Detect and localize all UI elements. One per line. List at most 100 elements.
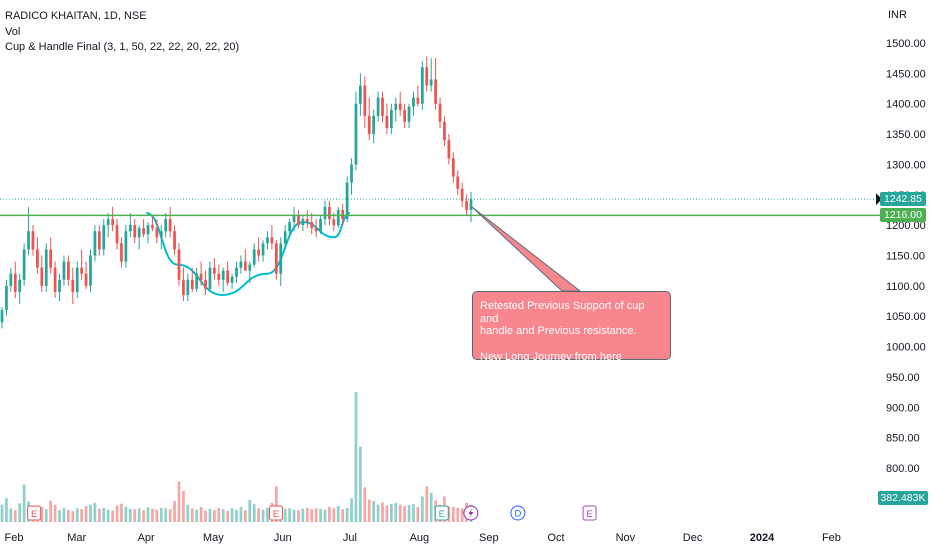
candle-body [97, 231, 101, 250]
candle-body [310, 222, 314, 229]
volume-bar [44, 509, 48, 522]
candle-body [93, 231, 97, 256]
event-marker-e[interactable]: E [269, 505, 284, 521]
volume-bar [239, 506, 243, 522]
volume-bar [416, 506, 420, 522]
callout-line-3: New Long Journey from here [480, 350, 622, 363]
volume-bar [376, 504, 380, 522]
volume-bar [301, 508, 305, 522]
y-tick-label: 1000.00 [886, 342, 926, 354]
candle-body [27, 231, 30, 250]
svg-text:E: E [586, 509, 592, 520]
volume-bar [261, 509, 265, 522]
volume-bar [208, 508, 212, 522]
candle-body [102, 225, 106, 250]
volume-bar [363, 487, 367, 522]
y-tick-label: 950.00 [886, 372, 920, 384]
svg-text:E: E [31, 509, 37, 520]
time-axis[interactable]: Feb Mar Apr May Jun Jul Aug Sep Oct Nov Dec 2024 Feb [5, 532, 841, 544]
price-axis[interactable]: 1500.001450.001400.001350.001300.001250.… [886, 38, 926, 475]
cup-path [145, 212, 351, 296]
candle-body [443, 121, 446, 141]
volume-bar [111, 510, 114, 522]
candle-body [319, 219, 322, 232]
indicator-legend[interactable]: Cup & Handle Final (3, 1, 50, 22, 22, 20… [5, 41, 240, 53]
candle-body [53, 267, 57, 292]
volume-legend[interactable]: Vol [5, 25, 21, 38]
candle-body [89, 255, 92, 286]
volume-bar [5, 498, 8, 522]
volume-bar [451, 506, 455, 522]
candle-body [208, 267, 212, 289]
candle-body [252, 249, 256, 265]
volume-bar [336, 506, 340, 522]
volume-bar [274, 486, 278, 522]
candle-body [261, 243, 265, 256]
volume-bar [367, 499, 371, 522]
y-tick-label: 1100.00 [886, 281, 925, 293]
candle-body [133, 225, 137, 238]
candle-body [420, 67, 424, 104]
last-price-tag: 1242.85 [880, 192, 926, 207]
candle-body [164, 219, 168, 232]
currency-label[interactable]: INR [888, 9, 907, 21]
volume-bar [128, 508, 132, 522]
volume-bar [182, 490, 185, 522]
y-tick-label: 1050.00 [886, 311, 926, 323]
candle-body [341, 209, 345, 220]
y-tick-label: 850.00 [886, 433, 920, 445]
event-marker-s[interactable] [463, 505, 479, 521]
candle-body [213, 267, 216, 274]
volume-bar [168, 509, 172, 522]
y-tick-label: 1300.00 [886, 159, 926, 171]
volume-bar [22, 484, 26, 522]
volume-bar [456, 507, 460, 522]
volume-tag: 382.483K [878, 491, 928, 505]
candle-body [62, 261, 66, 280]
candle-body [151, 225, 154, 229]
candle-body [412, 97, 415, 107]
candle-body [345, 182, 349, 220]
candle-body [385, 115, 389, 128]
candle-body [297, 216, 300, 226]
candle-body [168, 219, 172, 232]
volume-bar [372, 501, 376, 522]
event-marker-d[interactable]: D [510, 505, 526, 521]
volume-bar [217, 507, 221, 522]
candle-body [155, 228, 159, 238]
candle-body [248, 264, 252, 271]
x-tick-label: Nov [616, 532, 636, 544]
candle-body [381, 97, 384, 116]
volume-bar [62, 507, 66, 522]
candle-body [40, 267, 44, 286]
candle-body [75, 267, 79, 292]
x-tick-label: 2024 [750, 532, 775, 544]
volume-bar [133, 509, 137, 522]
volume-bar [345, 507, 349, 522]
symbol-title[interactable]: RADICO KHAITAN, 1D, NSE [5, 10, 147, 22]
volume-bar [66, 509, 70, 522]
candle-body [447, 140, 451, 159]
candle-body [438, 103, 442, 122]
volume-bar [80, 509, 84, 522]
volume-bar [243, 510, 247, 522]
event-marker-e[interactable]: E [27, 505, 42, 521]
volume-bar [213, 510, 216, 522]
volume-bar [398, 504, 402, 522]
volume-bar [283, 508, 287, 522]
candle-body [66, 261, 70, 280]
callout-line-1: Retested Previous Support of cup and [480, 300, 645, 325]
volume-bar [115, 505, 119, 522]
candle-body [257, 249, 260, 256]
event-marker-e[interactable]: E [434, 505, 449, 521]
callout-pointer [471, 206, 582, 292]
candle-body [230, 276, 234, 283]
event-marker-e[interactable]: E [582, 505, 597, 521]
candle-body [292, 216, 296, 223]
candle-body [359, 85, 362, 104]
volume-bar [93, 502, 97, 522]
volume-bar [75, 508, 79, 522]
annotation-callout[interactable]: Retested Previous Support of cup and han… [472, 291, 671, 363]
volume-bar [350, 498, 353, 522]
